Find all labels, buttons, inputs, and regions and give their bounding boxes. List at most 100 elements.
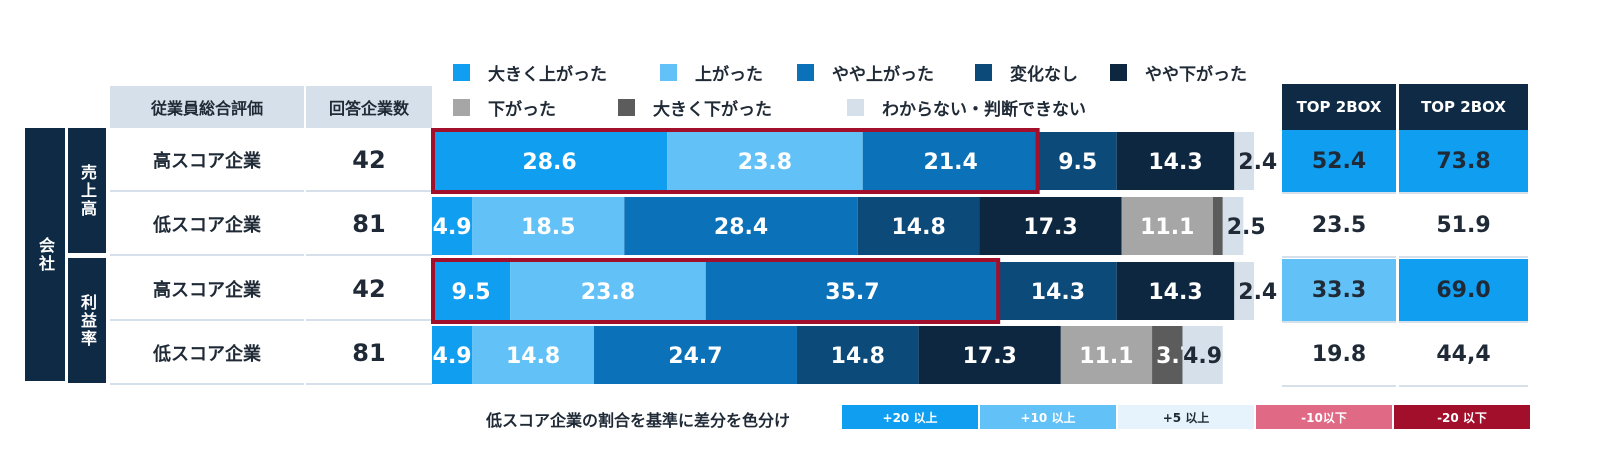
legend-swatch	[660, 64, 677, 81]
legend-label: やや下がった	[1145, 65, 1247, 85]
bar-segment	[1234, 262, 1254, 320]
legend-label: 上がった	[695, 65, 763, 85]
bar-segment	[796, 326, 919, 384]
row-label: 高スコア企業	[110, 259, 304, 321]
header-eval: 従業員総合評価	[110, 86, 304, 128]
legend-item-7: わからない・判断できない	[847, 95, 1086, 120]
bar-segment	[705, 262, 1000, 320]
bar-label: 14.8	[506, 344, 560, 369]
scale-item: +5 以上	[1118, 405, 1254, 429]
bar-segment	[1038, 132, 1117, 190]
top2box-a: 33.3	[1282, 259, 1396, 323]
bar-label: 14.3	[1031, 280, 1085, 305]
bar-segment	[1222, 197, 1244, 255]
bar-segment	[918, 326, 1061, 384]
bar-segment	[472, 326, 594, 384]
bar-label: 14.3	[1148, 150, 1202, 175]
legend-swatch	[975, 64, 992, 81]
bar-label: 11.1	[1079, 344, 1133, 369]
highlight-frame	[431, 258, 1001, 324]
legend-item-3: 変化なし	[975, 60, 1078, 85]
bar-segment	[999, 262, 1117, 320]
bar-label: 2.5	[1227, 215, 1266, 240]
bar-segment	[1060, 326, 1153, 384]
bar-label: 24.7	[668, 344, 722, 369]
bar-label: 2.4	[1238, 280, 1277, 305]
bar-segment	[472, 197, 625, 255]
row-label: 低スコア企業	[110, 194, 304, 256]
legend-swatch	[618, 99, 635, 116]
top2box-header-a: TOP 2BOX	[1282, 84, 1396, 130]
legend-item-6: 大きく下がった	[618, 95, 772, 120]
row-label: 低スコア企業	[110, 323, 304, 385]
legend-swatch	[453, 99, 470, 116]
bar-label: 11.1	[1140, 215, 1194, 240]
legend-item-1: 上がった	[660, 60, 763, 85]
bar-segment	[667, 132, 863, 190]
scale-item: -10以下	[1256, 405, 1392, 429]
top2box-b: 73.8	[1399, 130, 1528, 194]
bar-segment	[510, 262, 706, 320]
legend-item-2: やや上がった	[797, 60, 934, 85]
bar-segment	[593, 326, 797, 384]
bar-segment	[1116, 262, 1235, 320]
bar-segment	[1212, 197, 1223, 255]
bar-segment	[432, 262, 511, 320]
legend-label: 変化なし	[1010, 65, 1078, 85]
bar-segment	[432, 197, 473, 255]
legend-label: 大きく上がった	[488, 65, 607, 85]
bar-label: 9.5	[452, 280, 491, 305]
bar-segment	[1121, 197, 1213, 255]
bar-segment	[1152, 326, 1183, 384]
group-company-label: 会社	[25, 128, 65, 381]
legend-label: わからない・判断できない	[882, 100, 1086, 120]
bar-label: 17.3	[1023, 215, 1077, 240]
bar-label: 2.4	[1238, 150, 1277, 175]
top2box-b: 44,4	[1399, 323, 1528, 387]
bar-segment	[1234, 132, 1254, 190]
bar-label: 21.4	[924, 150, 978, 175]
bar-label: 28.4	[714, 215, 768, 240]
bar-label: 4.9	[433, 215, 472, 240]
legend-item-0: 大きく上がった	[453, 60, 607, 85]
row-count: 42	[306, 259, 432, 321]
group-sales-label: 売上高	[68, 128, 106, 253]
top2box-header-b: TOP 2BOX	[1399, 84, 1528, 130]
bar-label: 14.8	[831, 344, 885, 369]
legend-swatch	[847, 99, 864, 116]
legend-swatch	[797, 64, 814, 81]
bar-label: 28.6	[522, 150, 576, 175]
row-count: 81	[306, 194, 432, 256]
bar-label: 23.8	[581, 280, 635, 305]
legend-item-5: 下がった	[453, 95, 556, 120]
bar-segment	[432, 132, 668, 190]
scale-caption: 低スコア企業の割合を基準に差分を色分け	[486, 411, 791, 430]
group-profit-label: 利益率	[68, 258, 106, 383]
bar-segment	[979, 197, 1122, 255]
bar-segment	[1182, 326, 1223, 384]
row-count: 81	[306, 323, 432, 385]
bar-segment	[1116, 132, 1235, 190]
bar-label: 4.9	[433, 344, 472, 369]
scale-item: -20 以下	[1394, 405, 1530, 429]
legend-label: 大きく下がった	[653, 100, 772, 120]
header-count: 回答企業数	[306, 86, 432, 128]
bar-segment	[857, 197, 980, 255]
top2box-a: 52.4	[1282, 130, 1396, 194]
highlight-frame	[431, 128, 1040, 194]
bar-segment	[432, 326, 473, 384]
bar-label: 14.8	[891, 215, 945, 240]
legend-label: やや上がった	[832, 65, 934, 85]
row-count: 42	[306, 130, 432, 192]
bar-label: 23.8	[738, 150, 792, 175]
top2box-a: 23.5	[1282, 194, 1396, 258]
bar-label: 35.7	[825, 280, 879, 305]
bar-label: 9.5	[1058, 150, 1097, 175]
bar-label: 14.3	[1148, 280, 1202, 305]
bar-label: 4.9	[1183, 344, 1222, 369]
top2box-b: 69.0	[1399, 259, 1528, 323]
legend-swatch	[453, 64, 470, 81]
row-label: 高スコア企業	[110, 130, 304, 192]
top2box-a: 19.8	[1282, 323, 1396, 387]
